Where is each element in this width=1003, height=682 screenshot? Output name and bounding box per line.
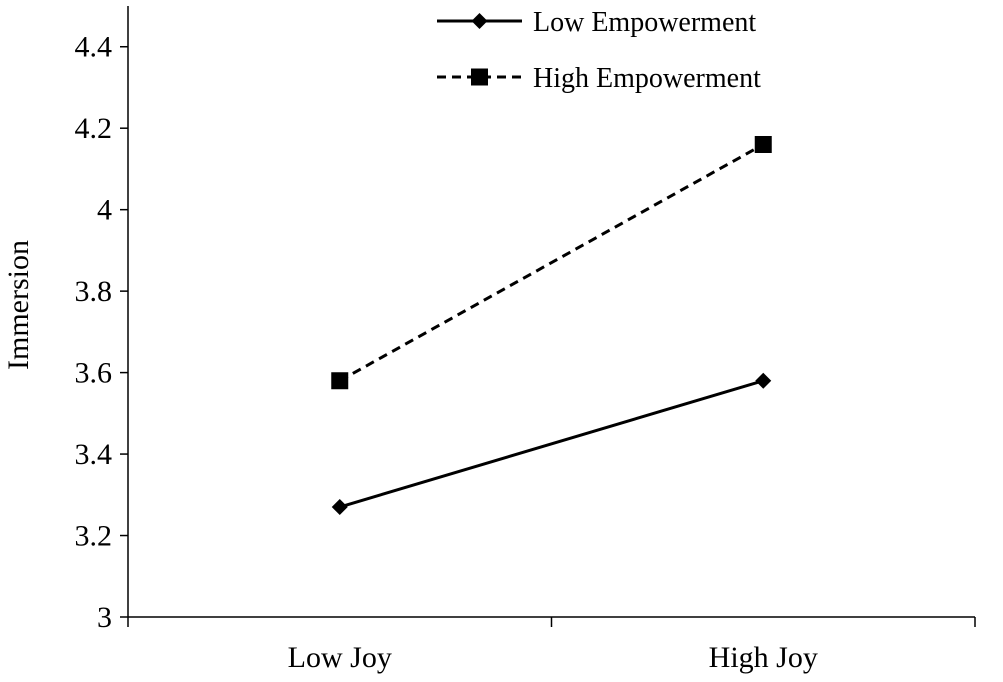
legend-label: Low Empowerment bbox=[533, 7, 756, 38]
y-tick-label: 4.2 bbox=[75, 112, 113, 145]
y-tick-label: 3.6 bbox=[75, 357, 113, 390]
series-layer bbox=[331, 135, 772, 516]
x-tick-label: High Joy bbox=[709, 641, 818, 674]
data-point bbox=[331, 499, 348, 516]
y-tick-label: 3.8 bbox=[75, 275, 113, 308]
legend-item: High Empowerment bbox=[437, 63, 761, 94]
y-tick-label: 3.2 bbox=[75, 520, 113, 553]
y-axis-title: Immersion bbox=[2, 240, 35, 370]
data-point bbox=[755, 372, 772, 389]
y-tick-label: 4.4 bbox=[75, 31, 113, 64]
legend: Low Empowerment High Empowerment bbox=[437, 7, 761, 94]
data-point bbox=[754, 135, 772, 153]
x-tick-label: Low Joy bbox=[288, 641, 392, 674]
y-tick-label: 4 bbox=[97, 194, 112, 227]
series-line bbox=[339, 379, 764, 509]
legend-label: High Empowerment bbox=[533, 63, 761, 94]
legend-marker bbox=[471, 13, 488, 29]
series-low-empowerment bbox=[331, 372, 772, 516]
legend-item: Low Empowerment bbox=[437, 7, 756, 38]
legend-marker bbox=[471, 68, 488, 86]
y-tick-label: 3.4 bbox=[75, 438, 113, 471]
data-point bbox=[331, 372, 349, 390]
y-tick-label: 3 bbox=[97, 601, 112, 634]
series-line bbox=[339, 143, 764, 383]
series-high-empowerment bbox=[331, 135, 772, 390]
axes: 3 3.2 3.4 3.6 3.8 4 4.2 4.4 Low Joy High Joy bbox=[75, 6, 976, 674]
